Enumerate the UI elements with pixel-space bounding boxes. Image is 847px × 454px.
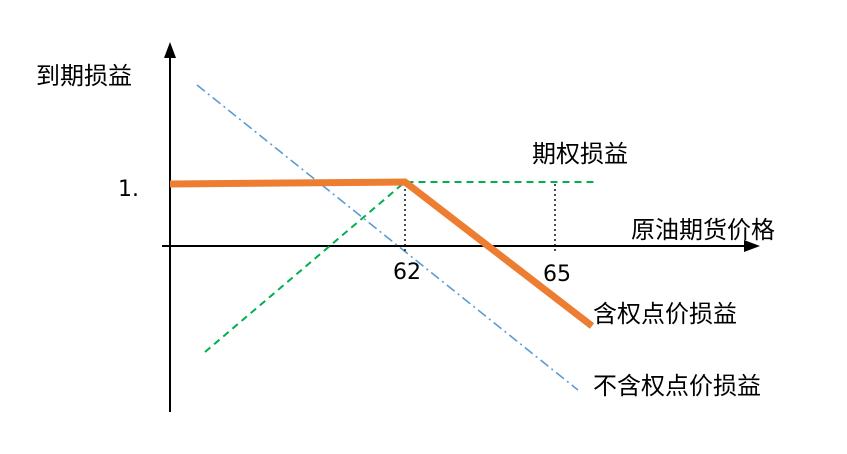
- x-axis-label: 原油期货价格: [631, 216, 775, 244]
- tick-label-65: 65: [543, 262, 571, 287]
- option-payoff-line: [204, 181, 598, 353]
- hedged-payoff-label: 含权点价损益: [593, 300, 737, 328]
- y-axis-label: 到期损益: [36, 62, 132, 90]
- y-tick-label: 1.: [118, 177, 139, 202]
- unhedged-payoff-label: 不含权点价损益: [593, 372, 761, 400]
- unhedged-payoff-line: [196, 84, 579, 391]
- hedged-payoff-line: [169, 178, 595, 329]
- option-payoff-label: 期权损益: [532, 140, 628, 168]
- x-axis-arrow-icon: [744, 240, 760, 252]
- strike-tick-label: 62: [393, 260, 421, 285]
- y-axis-arrow-icon: [164, 42, 176, 58]
